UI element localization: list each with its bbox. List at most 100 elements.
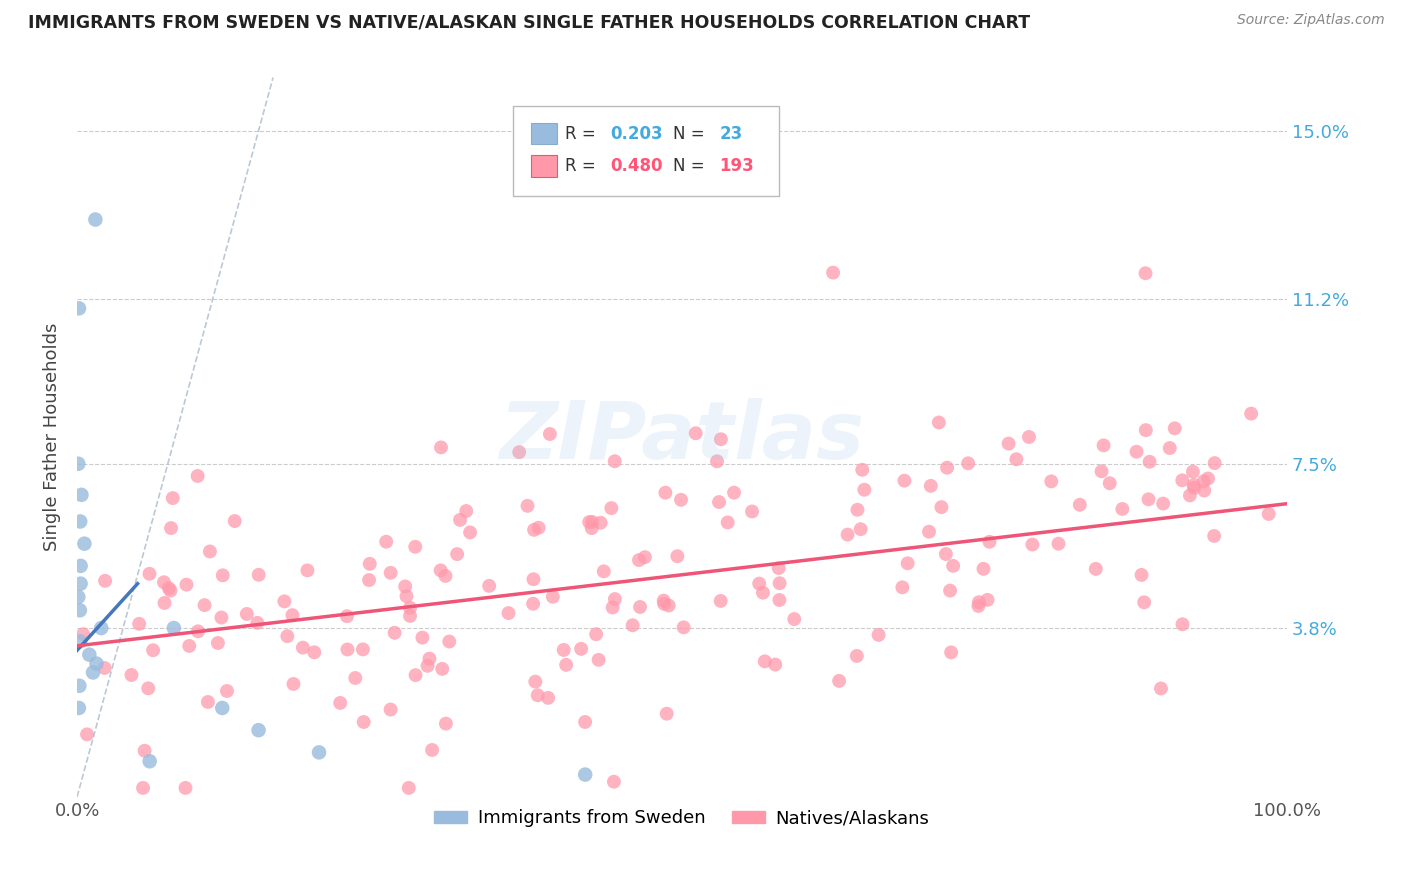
Text: Source: ZipAtlas.com: Source: ZipAtlas.com: [1237, 13, 1385, 28]
Point: [538, 427, 561, 442]
Point: [439, 634, 461, 648]
Point: [524, 674, 547, 689]
Point: [432, 662, 454, 676]
Point: [380, 566, 402, 580]
Point: [589, 516, 612, 530]
Point: [357, 573, 380, 587]
Point: [395, 589, 418, 603]
Point: [603, 774, 626, 789]
Point: [246, 615, 269, 630]
Point: [1194, 483, 1216, 498]
Point: [928, 416, 950, 430]
Point: [748, 576, 770, 591]
Point: [136, 681, 159, 696]
Point: [67, 679, 90, 693]
Point: [976, 592, 998, 607]
Point: [752, 585, 775, 599]
Point: [273, 594, 295, 608]
Point: [142, 643, 165, 657]
Point: [197, 695, 219, 709]
Point: [297, 563, 319, 577]
Point: [602, 600, 624, 615]
Point: [93, 661, 115, 675]
Point: [768, 561, 790, 575]
Point: [283, 677, 305, 691]
Point: [1204, 529, 1226, 543]
Point: [654, 485, 676, 500]
FancyBboxPatch shape: [513, 106, 779, 196]
Point: [69, 603, 91, 617]
Point: [592, 565, 614, 579]
Point: [187, 624, 209, 639]
Point: [157, 581, 180, 595]
Point: [931, 500, 953, 515]
Point: [581, 521, 603, 535]
Point: [159, 583, 181, 598]
Point: [198, 544, 221, 558]
Point: [308, 745, 330, 759]
Point: [1204, 456, 1226, 470]
Point: [398, 780, 420, 795]
Point: [1171, 617, 1194, 632]
Point: [939, 645, 962, 659]
Point: [375, 534, 398, 549]
Point: [160, 521, 183, 535]
Point: [247, 567, 270, 582]
Point: [527, 521, 550, 535]
Point: [655, 706, 678, 721]
FancyBboxPatch shape: [530, 155, 557, 177]
Point: [79, 648, 101, 662]
Point: [569, 641, 592, 656]
Point: [418, 651, 440, 665]
Point: [1152, 497, 1174, 511]
Point: [868, 628, 890, 642]
Point: [1021, 537, 1043, 551]
Point: [553, 643, 575, 657]
Point: [967, 595, 990, 609]
Point: [446, 547, 468, 561]
Point: [1159, 441, 1181, 455]
Point: [498, 606, 520, 620]
Point: [578, 515, 600, 529]
Point: [1133, 595, 1156, 609]
Point: [1040, 475, 1063, 489]
Point: [276, 629, 298, 643]
Point: [768, 593, 790, 607]
Point: [585, 627, 607, 641]
Point: [522, 597, 544, 611]
Point: [394, 579, 416, 593]
Point: [1111, 502, 1133, 516]
Point: [1098, 476, 1121, 491]
Point: [1171, 474, 1194, 488]
Point: [1192, 475, 1215, 489]
Point: [352, 642, 374, 657]
Text: N =: N =: [673, 125, 710, 143]
Point: [967, 599, 990, 613]
Point: [304, 645, 326, 659]
Point: [783, 612, 806, 626]
Point: [763, 657, 786, 672]
Point: [138, 566, 160, 581]
Point: [449, 513, 471, 527]
Point: [972, 562, 994, 576]
Point: [1163, 421, 1185, 435]
Point: [1135, 266, 1157, 280]
Point: [179, 639, 201, 653]
Point: [851, 463, 873, 477]
Point: [707, 495, 730, 509]
Point: [359, 557, 381, 571]
Point: [163, 621, 186, 635]
Point: [603, 592, 626, 607]
Point: [73, 537, 96, 551]
Point: [458, 525, 481, 540]
Point: [526, 688, 548, 702]
Text: 23: 23: [720, 125, 742, 143]
Text: 0.203: 0.203: [610, 125, 664, 143]
Text: ZIPatlas: ZIPatlas: [499, 398, 865, 476]
Point: [555, 657, 578, 672]
Point: [90, 621, 112, 635]
Point: [94, 574, 117, 588]
Point: [162, 491, 184, 505]
Point: [399, 608, 422, 623]
Point: [541, 590, 564, 604]
